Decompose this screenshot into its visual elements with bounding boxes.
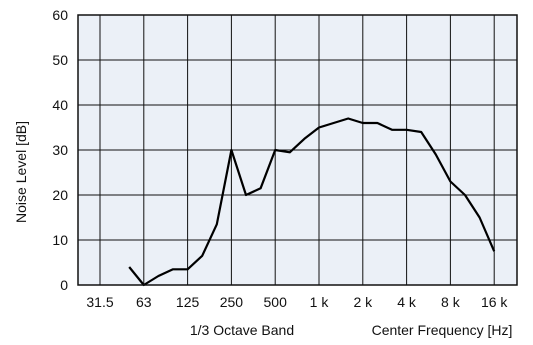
y-tick-label: 60: [52, 7, 68, 23]
noise-level-series-line: [128, 117, 496, 287]
x-tick-label: 250: [220, 294, 244, 310]
x-tick-label: 4 k: [397, 294, 417, 310]
y-tick-label: 0: [60, 277, 68, 293]
x-tick-label: 8 k: [441, 294, 461, 310]
data-points: [129, 118, 495, 286]
x-tick-label: 63: [136, 294, 152, 310]
x-tick-label: 500: [264, 294, 288, 310]
y-tick-label: 50: [52, 52, 68, 68]
x-tick-label: 31.5: [86, 294, 113, 310]
y-tick-labels: 0 10 20 30 40 50 60: [52, 7, 68, 293]
y-tick-label: 20: [52, 187, 68, 203]
x-tick-label: 16 k: [481, 294, 508, 310]
x-tick-label: 2 k: [353, 294, 373, 310]
x-axis-label-frequency: Center Frequency [Hz]: [372, 322, 513, 338]
y-tick-label: 30: [52, 142, 68, 158]
x-tick-labels: 31.5 63 125 250 500 1 k 2 k 4 k 8 k 16 k: [86, 294, 508, 310]
y-axis-label: Noise Level [dB]: [13, 121, 29, 223]
y-tick-label: 40: [52, 97, 68, 113]
y-tick-label: 10: [52, 232, 68, 248]
x-tick-label: 125: [176, 294, 200, 310]
x-axis-label-band: 1/3 Octave Band: [190, 322, 294, 338]
plot-frame: [77, 14, 518, 286]
x-tick-label: 1 k: [310, 294, 330, 310]
